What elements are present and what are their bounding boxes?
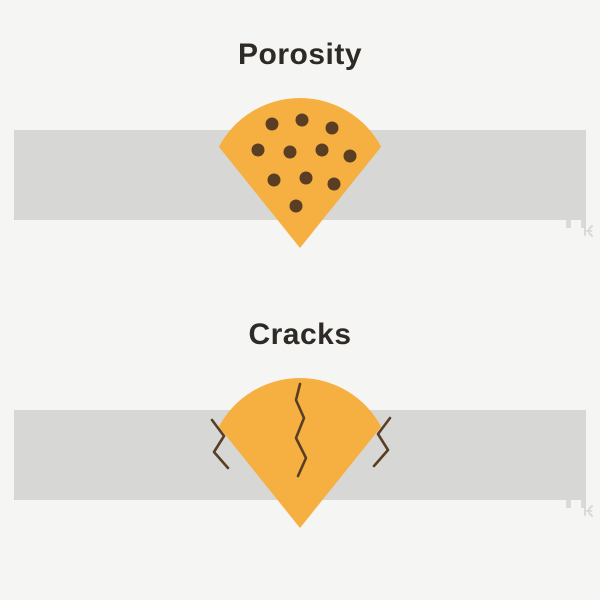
pore-dot	[266, 118, 279, 131]
pore-dot	[328, 178, 341, 191]
diagram-canvas: Porosity Cracks	[0, 0, 600, 600]
diagram-svg	[0, 0, 600, 600]
pore-dot	[290, 200, 303, 213]
cracks-weld-bead	[219, 378, 381, 528]
pore-dot	[344, 150, 357, 163]
pore-dot	[252, 144, 265, 157]
watermark-icon	[566, 209, 592, 236]
watermark-icon	[566, 489, 592, 516]
pore-dot	[316, 144, 329, 157]
pore-dot	[284, 146, 297, 159]
pore-dot	[268, 174, 281, 187]
pore-dot	[300, 172, 313, 185]
pore-dot	[296, 114, 309, 127]
pore-dot	[326, 122, 339, 135]
